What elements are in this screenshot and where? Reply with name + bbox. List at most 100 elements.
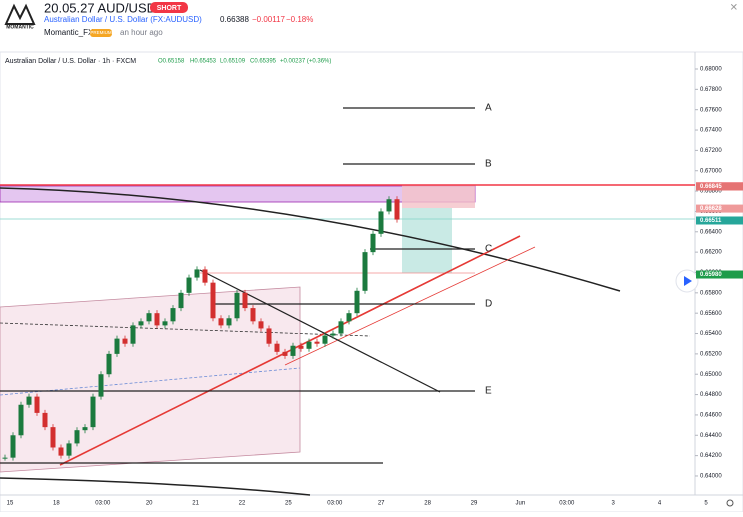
x-tick-label: 03:00 <box>559 501 575 507</box>
y-tick-label: 0.66400 <box>700 229 722 235</box>
candle-body <box>378 211 384 234</box>
descending-line <box>199 269 441 393</box>
y-tick-label: 0.67800 <box>700 87 722 93</box>
stop-zone <box>402 185 475 208</box>
y-tick-label: 0.66200 <box>700 250 722 256</box>
x-tick-label: 22 <box>239 501 246 507</box>
candle-body <box>282 351 288 356</box>
candle-body <box>330 333 336 336</box>
candle-body <box>10 435 16 458</box>
x-tick-label: Jun <box>516 501 526 507</box>
legend-high: H0.65453 <box>190 59 217 65</box>
candle-body <box>362 252 368 291</box>
candle-body <box>130 325 136 344</box>
candle-body <box>98 374 104 397</box>
x-tick-label: 28 <box>424 501 431 507</box>
replay-icon[interactable] <box>684 276 692 286</box>
price-label-box <box>696 270 743 279</box>
candle-body <box>202 269 208 283</box>
legend-low: L0.65109 <box>220 59 246 65</box>
y-tick-label: 0.64000 <box>700 474 722 480</box>
candle-body <box>322 335 328 344</box>
candle-body <box>170 308 176 322</box>
candle-body <box>58 447 64 456</box>
candle-body <box>274 343 280 352</box>
settings-icon[interactable] <box>726 499 734 507</box>
y-tick-label: 0.65000 <box>700 372 722 378</box>
channel-box <box>0 286 301 473</box>
candle-body <box>226 318 232 326</box>
last-price: 0.66388 <box>220 15 249 24</box>
price-label: 0.66845 <box>700 184 722 190</box>
price-label-box <box>696 216 743 225</box>
candle-body <box>74 430 80 444</box>
candle-body <box>146 313 152 322</box>
x-tick-label: 03:00 <box>95 501 111 507</box>
candle-body <box>138 321 144 326</box>
y-tick-label: 0.65400 <box>700 331 722 337</box>
arc-bottom <box>0 477 311 496</box>
candle-body <box>234 292 240 319</box>
y-tick-label: 0.65600 <box>700 311 722 317</box>
candle-body <box>194 269 200 278</box>
level-label: E <box>485 386 492 397</box>
x-tick-label: 25 <box>285 501 292 507</box>
price-label: 0.65980 <box>700 272 722 278</box>
premium-badge <box>90 29 112 37</box>
logo-mark <box>4 3 36 25</box>
y-tick-label: 0.67600 <box>700 107 722 113</box>
price-label: 0.66511 <box>700 218 722 224</box>
legend-symbol: Australian Dollar / U.S. Dollar · 1h · F… <box>5 58 136 65</box>
price-change-pct: −0.18% <box>286 15 313 24</box>
candle-body <box>178 292 184 309</box>
candle-body <box>26 396 32 405</box>
drawings <box>0 107 695 496</box>
candle-body <box>66 443 72 456</box>
symbol-link[interactable]: Australian Dollar / U.S. Dollar (FX:AUDU… <box>44 15 202 24</box>
x-tick-label: 15 <box>7 501 14 507</box>
candle-body <box>354 290 360 314</box>
candle-body <box>250 308 256 322</box>
candle-body <box>210 282 216 319</box>
y-tick-label: 0.65200 <box>700 351 722 357</box>
y-tick-label: 0.65800 <box>700 290 722 296</box>
y-tick-label: 0.66800 <box>700 189 722 195</box>
candle-body <box>298 345 304 349</box>
legend-close: C0.65395 <box>250 59 277 65</box>
arc-top <box>0 187 621 292</box>
candle-body <box>162 321 168 326</box>
x-tick-label: 03:00 <box>327 501 343 507</box>
short-badge-text: SHORT <box>157 5 182 12</box>
candle-body <box>346 313 352 322</box>
y-tick-label: 0.67000 <box>700 168 722 174</box>
x-tick-label: 5 <box>704 501 708 507</box>
y-tick-label: 0.64600 <box>700 413 722 419</box>
candle-body <box>306 341 312 349</box>
candle-body <box>266 328 272 344</box>
trendline-thin <box>284 246 536 366</box>
candle-body <box>242 292 248 309</box>
y-tick-label: 0.68000 <box>700 67 722 73</box>
candle-body <box>114 338 120 354</box>
candle-body <box>394 199 400 220</box>
candle-body <box>106 353 112 375</box>
author[interactable]: Momantic_FX <box>44 28 94 37</box>
level-label: A <box>485 103 492 114</box>
y-tick-label: 0.67400 <box>700 128 722 134</box>
candle-body <box>314 341 320 344</box>
trendline <box>59 235 521 466</box>
y-tick-label: 0.64800 <box>700 392 722 398</box>
x-tick-label: 21 <box>192 501 199 507</box>
candle-body <box>258 321 264 329</box>
close-icon[interactable]: ✕ <box>730 3 738 14</box>
x-tick-label: 4 <box>658 501 662 507</box>
post-time: an hour ago <box>120 28 163 37</box>
x-tick-label: 20 <box>146 501 153 507</box>
candle-body <box>186 277 192 293</box>
price-label-box <box>696 182 743 191</box>
candle-body <box>2 457 8 459</box>
short-badge <box>150 2 188 13</box>
candle-body <box>42 412 48 428</box>
price-label-box <box>696 204 743 213</box>
